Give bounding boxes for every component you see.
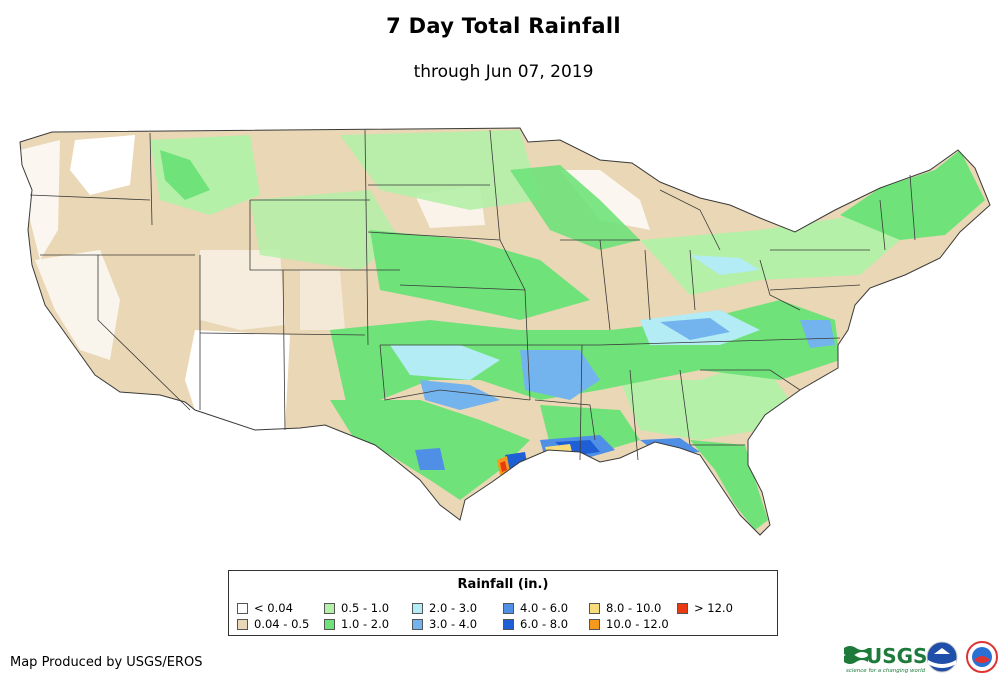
border-tn-line bbox=[530, 337, 841, 346]
legend-item-8-0-10-0: 8.0 - 10.0 bbox=[589, 602, 661, 616]
border-ga bbox=[679, 369, 691, 446]
green-new-england bbox=[840, 150, 985, 240]
legend-item-10-0-12-0: 10.0 - 12.0 bbox=[589, 618, 669, 632]
border-sd-ne bbox=[367, 231, 501, 241]
border-ok-tx bbox=[379, 344, 531, 401]
rainfall-legend: Rainfall (in.) < 0.04 0.04 - 0.5 0.5 - 1… bbox=[228, 570, 778, 636]
border-mi bbox=[659, 189, 721, 251]
dry-area-nm bbox=[300, 270, 345, 330]
noaa-logo-icon bbox=[926, 641, 958, 673]
legend-swatch bbox=[324, 619, 335, 630]
border-nc-sc bbox=[700, 369, 801, 391]
legend-swatch bbox=[237, 603, 248, 614]
legend-item-2-0-3-0: 2.0 - 3.0 bbox=[412, 602, 477, 616]
border-ms bbox=[579, 344, 583, 461]
light-green-northeast bbox=[640, 215, 900, 295]
legend-item-gt-12-0: > 12.0 bbox=[677, 602, 733, 616]
legend-swatch bbox=[237, 619, 248, 630]
agency-logos: USGS science for a changing world bbox=[844, 641, 998, 674]
map-credit: Map Produced by USGS/EROS bbox=[10, 655, 203, 670]
legend-label: < 0.04 bbox=[254, 601, 293, 615]
dry-area-wa bbox=[70, 135, 135, 195]
green-florida bbox=[690, 440, 768, 530]
light-green-id-mt bbox=[150, 135, 260, 215]
legend-label: > 12.0 bbox=[694, 601, 733, 615]
border-ne-ks bbox=[399, 284, 526, 291]
border-ca-nv bbox=[97, 255, 191, 411]
lightblue-oh bbox=[690, 255, 760, 275]
blue-north-texas bbox=[420, 380, 500, 410]
legend-swatch bbox=[412, 619, 423, 630]
dry-area-ca bbox=[35, 250, 120, 360]
legend-swatch bbox=[412, 603, 423, 614]
red-galveston bbox=[500, 461, 507, 472]
legend-item-6-0-8-0: 6.0 - 8.0 bbox=[503, 618, 568, 632]
legend-label: 2.0 - 3.0 bbox=[429, 601, 478, 615]
legend-item-0-5-1-0: 0.5 - 1.0 bbox=[324, 602, 389, 616]
usgs-wave-icon bbox=[844, 646, 868, 656]
usgs-wave-icon-2 bbox=[844, 654, 868, 664]
dry-area-az bbox=[185, 330, 290, 430]
legend-label: 3.0 - 4.0 bbox=[429, 617, 478, 631]
border-me-nh bbox=[909, 174, 916, 241]
us-rainfall-map bbox=[19, 127, 991, 536]
legend-label: 1.0 - 2.0 bbox=[341, 617, 390, 631]
blue-arkansas bbox=[520, 350, 600, 400]
legend-title: Rainfall (in.) bbox=[457, 577, 549, 592]
legend-item-1-0-2-0: 1.0 - 2.0 bbox=[324, 618, 389, 632]
border-in bbox=[644, 249, 651, 321]
legend-swatch bbox=[503, 619, 514, 630]
green-northern-rockies bbox=[160, 150, 210, 200]
border-wa-id bbox=[149, 132, 153, 226]
border-wy-co bbox=[249, 200, 400, 271]
green-plains bbox=[370, 230, 590, 320]
usgs-tagline: science for a changing world bbox=[846, 668, 926, 674]
legend-label: 10.0 - 12.0 bbox=[606, 617, 669, 631]
legend-label: 0.5 - 1.0 bbox=[341, 601, 390, 615]
legend-label: 8.0 - 10.0 bbox=[606, 601, 662, 615]
dry-area-ut bbox=[200, 250, 285, 330]
light-green-wy bbox=[250, 190, 400, 270]
legend-item-4-0-6-0: 4.0 - 6.0 bbox=[503, 602, 568, 616]
usgs-logo: USGS science for a changing world bbox=[844, 644, 927, 674]
nws-logo-icon bbox=[966, 641, 998, 673]
legend-item-lt-0-04: < 0.04 bbox=[237, 602, 293, 616]
blue-central-texas bbox=[415, 448, 445, 470]
legend-swatch bbox=[589, 603, 600, 614]
border-vt-nh bbox=[879, 199, 886, 251]
legend-label: 4.0 - 6.0 bbox=[520, 601, 569, 615]
border-ut-az bbox=[199, 332, 366, 336]
dry-area-pacific bbox=[20, 140, 60, 260]
border-mt-nd bbox=[364, 129, 369, 346]
blue-virginia bbox=[800, 320, 835, 348]
border-wv bbox=[759, 259, 801, 311]
border-or-wa bbox=[29, 194, 151, 201]
legend-swatch bbox=[677, 603, 688, 614]
state-borders bbox=[29, 129, 916, 461]
rainfall-fields bbox=[20, 130, 985, 530]
legend-label: 6.0 - 8.0 bbox=[520, 617, 569, 631]
border-az-nm bbox=[282, 269, 286, 431]
green-mn-wi bbox=[510, 165, 640, 250]
legend-swatch bbox=[324, 603, 335, 614]
border-pa-md bbox=[769, 284, 861, 291]
border-il bbox=[599, 239, 611, 331]
legend-item-3-0-4-0: 3.0 - 4.0 bbox=[412, 618, 477, 632]
legend-swatch bbox=[589, 619, 600, 630]
legend-label: 0.04 - 0.5 bbox=[254, 617, 310, 631]
border-ar-la bbox=[534, 399, 596, 441]
border-mn-ia-mo bbox=[489, 129, 531, 401]
blue-tennessee bbox=[660, 318, 730, 340]
lightblue-ok bbox=[390, 345, 500, 380]
legend-item-0-04-0-5: 0.04 - 0.5 bbox=[237, 618, 309, 632]
light-green-southeast bbox=[620, 360, 790, 440]
page-subtitle: through Jun 07, 2019 bbox=[413, 62, 594, 82]
border-al bbox=[629, 369, 639, 461]
legend-swatch bbox=[503, 603, 514, 614]
page-title: 7 Day Total Rainfall bbox=[386, 14, 621, 38]
usgs-logo-text: USGS bbox=[866, 644, 927, 668]
border-oh bbox=[689, 249, 696, 311]
light-green-nd bbox=[340, 130, 540, 210]
